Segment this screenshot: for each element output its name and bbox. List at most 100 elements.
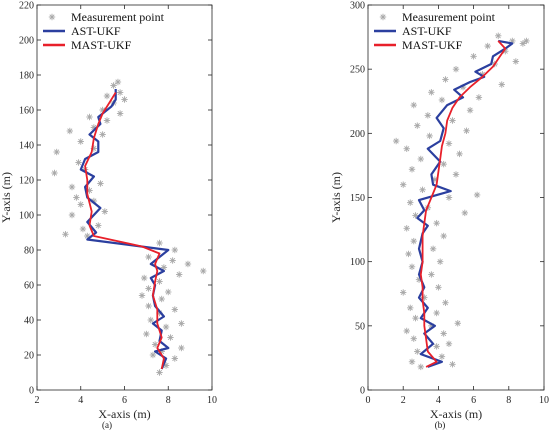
measurement-point	[495, 32, 502, 39]
measurement-point	[523, 37, 530, 45]
measurement-point	[400, 289, 407, 296]
measurement-point	[99, 131, 106, 138]
legend-entry: Measurement point	[402, 10, 496, 24]
measurement-point	[73, 194, 80, 201]
measurement-point	[184, 260, 192, 268]
measurement-point	[178, 320, 185, 327]
y-tick-label: 220	[19, 1, 34, 12]
measurement-point	[403, 225, 410, 232]
measurement-point	[449, 361, 456, 368]
measurement-points	[51, 78, 207, 376]
measurement-point	[470, 53, 477, 60]
measurement-point	[379, 13, 387, 21]
y-tick-label: 150	[350, 193, 365, 204]
y-tick-label: 100	[350, 257, 365, 268]
y-tick-label: 20	[24, 351, 34, 362]
measurement-point	[433, 219, 440, 227]
y-tick-label: 160	[19, 106, 34, 117]
panel-caption: (a)	[102, 420, 112, 430]
measurement-point	[410, 101, 417, 109]
measurement-point	[436, 258, 444, 265]
y-tick-label: 0	[360, 386, 365, 397]
measurement-point	[407, 304, 414, 312]
measurement-point	[51, 169, 58, 177]
measurement-point	[156, 278, 163, 285]
measurement-point	[77, 138, 84, 145]
measurement-point	[463, 127, 470, 134]
x-axis-label: X-axis (m)	[98, 407, 150, 421]
measurement-point	[53, 148, 60, 156]
measurement-point	[454, 320, 461, 327]
panel-caption: (b)	[435, 420, 446, 430]
y-axis-label: Y-axis (m)	[329, 172, 343, 223]
y-tick-label: 250	[350, 65, 365, 76]
x-tick-label: 0	[366, 395, 371, 406]
measurement-point	[156, 369, 163, 376]
measurement-point	[512, 58, 520, 65]
measurement-point	[433, 343, 440, 350]
measurement-point	[440, 330, 447, 337]
measurement-point	[407, 199, 414, 206]
legend-entry: AST-UKF	[402, 24, 452, 38]
measurement-point	[426, 132, 433, 140]
measurement-points	[392, 32, 530, 371]
measurement-point	[156, 239, 163, 247]
measurement-point	[408, 166, 416, 173]
measurement-point	[400, 181, 407, 188]
measurement-point	[200, 267, 207, 275]
measurement-point	[145, 285, 152, 292]
series-line-ast-ukf	[79, 89, 170, 370]
measurement-point	[410, 335, 417, 342]
series-line-mast-ukf	[419, 40, 507, 368]
measurement-point	[412, 314, 419, 322]
measurement-point	[414, 122, 421, 129]
measurement-point	[140, 274, 148, 282]
measurement-point	[438, 353, 446, 360]
series-line-mast-ukf	[84, 92, 165, 370]
y-tick-label: 200	[19, 36, 34, 47]
measurement-point	[475, 94, 483, 101]
measurement-point	[121, 96, 128, 103]
y-tick-label: 80	[24, 246, 34, 257]
measurement-point	[68, 183, 76, 191]
measurement-point	[103, 92, 111, 100]
measurement-point	[95, 222, 102, 229]
legend-entry: MAST-UKF	[71, 38, 132, 52]
y-tick-label: 0	[29, 386, 34, 397]
y-axis-label: Y-axis (m)	[0, 172, 13, 223]
measurement-point	[68, 211, 76, 219]
measurement-point	[158, 295, 165, 303]
measurement-point	[438, 96, 446, 104]
measurement-point	[414, 348, 421, 355]
x-tick-label: 10	[207, 395, 217, 406]
measurement-point	[145, 302, 152, 310]
y-tick-label: 40	[24, 316, 34, 327]
measurement-point	[62, 231, 69, 238]
x-axis-label: X-axis (m)	[430, 407, 482, 421]
measurement-point	[151, 341, 159, 348]
measurement-point	[162, 323, 170, 331]
chart-panel-a: 2 4 6 8 10020406080100120140160180200220X-ax…	[0, 1, 217, 431]
measurement-point	[449, 117, 456, 124]
x-tick-label: 8	[506, 395, 511, 406]
measurement-point	[498, 81, 505, 88]
measurement-point	[419, 186, 426, 193]
y-tick-label: 200	[350, 129, 365, 140]
measurement-point	[116, 110, 124, 117]
measurement-point	[473, 191, 481, 199]
measurement-point	[165, 288, 172, 296]
measurement-point	[171, 306, 179, 313]
measurement-point	[101, 208, 109, 215]
measurement-point	[417, 155, 424, 163]
measurement-point	[408, 263, 416, 270]
legend-entry: MAST-UKF	[402, 38, 463, 52]
measurement-point	[445, 340, 453, 347]
measurement-point	[392, 137, 400, 145]
measurement-point	[77, 201, 84, 208]
measurement-point	[143, 330, 150, 338]
measurement-point	[86, 113, 93, 121]
y-tick-label: 180	[19, 71, 34, 82]
measurement-point	[110, 82, 117, 89]
